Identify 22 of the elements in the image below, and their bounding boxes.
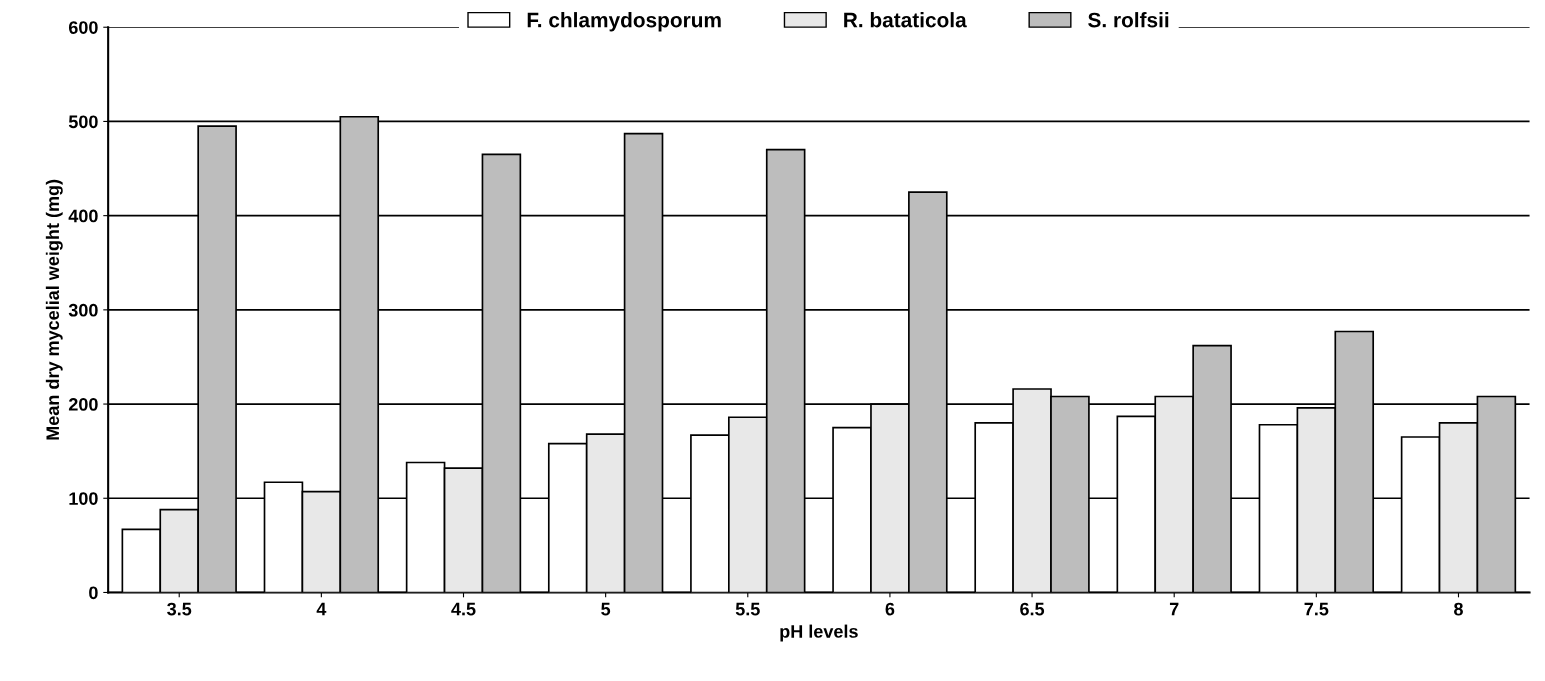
x-tick-label: 7 [1169,602,1179,616]
x-tick-label: 4 [316,602,327,616]
y-tick-label: 300 [68,303,98,317]
legend-label: S. rolfsii [1088,12,1169,28]
y-tick-label: 0 [89,586,98,600]
y-axis-title: Mean dry mycelial weight (mg) [45,179,63,440]
y-tick-label: 200 [68,397,98,411]
y-tick-label: 600 [68,21,98,34]
y-tick-label: 100 [69,492,98,505]
x-tick-label: 6.5 [1020,602,1045,616]
x-tick-label: 7.5 [1304,602,1329,616]
x-tick-label: 5 [601,602,611,616]
legend-label: F. chlamydosporum [527,12,721,32]
y-tick-label: 400 [68,209,98,223]
x-tick-label: 5.5 [735,602,760,616]
x-axis-title: pH levels [780,624,858,642]
y-tick-label: 500 [68,115,98,129]
x-tick-label: 4.5 [451,602,476,616]
x-tick-label: 3.5 [167,602,192,616]
x-tick-label: 6 [885,602,895,616]
legend-label: R. bataticola [844,12,967,28]
x-tick-label: 8 [1454,602,1463,616]
